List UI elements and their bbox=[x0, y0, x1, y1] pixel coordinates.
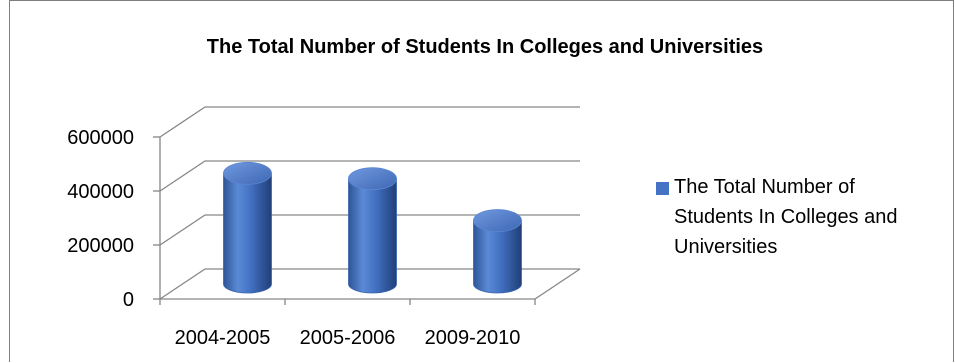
x-tick-label: 2009-2010 bbox=[425, 327, 521, 349]
bar-body bbox=[223, 172, 272, 294]
gridline bbox=[159, 160, 580, 192]
bar-2005-2006 bbox=[348, 167, 397, 294]
x-tick-label: 2004-2005 bbox=[175, 327, 271, 349]
y-tick-label: 200000 bbox=[67, 235, 134, 257]
bar-top bbox=[223, 161, 272, 185]
gridline bbox=[159, 268, 580, 300]
legend: The Total Number of Students In Colleges… bbox=[656, 172, 955, 262]
bar-2004-2005 bbox=[223, 161, 272, 294]
bar-body bbox=[473, 220, 522, 294]
bar-body bbox=[348, 178, 397, 294]
y-tick-label: 600000 bbox=[67, 127, 134, 149]
chart-title: The Total Number of Students In Colleges… bbox=[206, 36, 764, 58]
bar-top bbox=[348, 167, 397, 191]
gridline bbox=[159, 214, 580, 246]
bar-2009-2010 bbox=[473, 209, 522, 294]
bar-top bbox=[473, 209, 522, 232]
y-tick-label: 0 bbox=[123, 289, 134, 311]
chart-frame bbox=[9, 0, 954, 362]
y-tick-label: 400000 bbox=[67, 181, 134, 203]
legend-swatch bbox=[656, 182, 669, 195]
legend-label: The Total Number of Students In Colleges… bbox=[674, 176, 898, 258]
x-tick-label: 2005-2006 bbox=[300, 327, 396, 349]
gridline bbox=[159, 106, 580, 138]
